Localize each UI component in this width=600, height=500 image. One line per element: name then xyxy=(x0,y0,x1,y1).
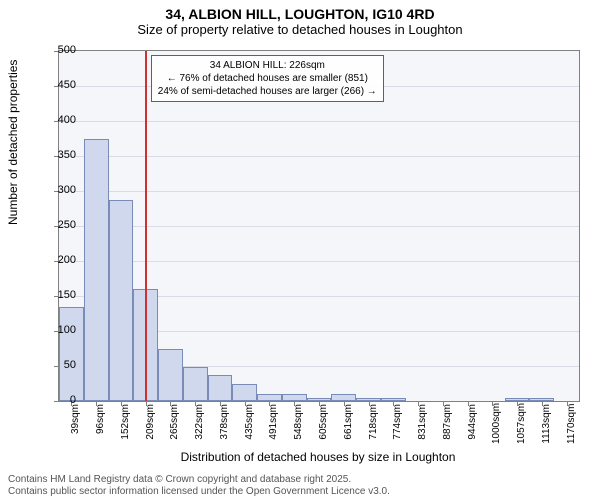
xtick-label: 774sqm xyxy=(392,404,403,444)
ytick-label: 300 xyxy=(46,184,76,196)
histogram-bar xyxy=(356,398,381,401)
xtick-label: 944sqm xyxy=(467,404,478,444)
gridline xyxy=(59,261,579,262)
plot-area: 34 ALBION HILL: 226sqm← 76% of detached … xyxy=(58,50,580,402)
y-axis-label: Number of detached properties xyxy=(6,60,20,225)
property-marker-line xyxy=(145,51,147,401)
histogram-bar xyxy=(208,375,233,401)
xtick-label: 378sqm xyxy=(219,404,230,444)
histogram-bar xyxy=(529,398,554,401)
chart-container: 34, ALBION HILL, LOUGHTON, IG10 4RD Size… xyxy=(0,0,600,500)
histogram-bar xyxy=(158,349,183,402)
annotation-line: ← 76% of detached houses are smaller (85… xyxy=(158,72,377,85)
histogram-bar xyxy=(331,394,356,401)
xtick-label: 435sqm xyxy=(244,404,255,444)
histogram-bar xyxy=(505,398,530,401)
xtick-label: 152sqm xyxy=(120,404,131,444)
gridline xyxy=(59,191,579,192)
annotation-line: 24% of semi-detached houses are larger (… xyxy=(158,85,377,98)
histogram-bar xyxy=(257,394,282,401)
xtick-label: 265sqm xyxy=(169,404,180,444)
histogram-bar xyxy=(59,307,84,402)
ytick-label: 150 xyxy=(46,289,76,301)
annotation-box: 34 ALBION HILL: 226sqm← 76% of detached … xyxy=(151,55,384,102)
xtick-label: 491sqm xyxy=(268,404,279,444)
xtick-label: 1113sqm xyxy=(541,404,552,444)
footer-line-1: Contains HM Land Registry data © Crown c… xyxy=(8,474,390,486)
histogram-bar xyxy=(381,398,406,401)
xtick-label: 548sqm xyxy=(293,404,304,444)
xtick-label: 661sqm xyxy=(343,404,354,444)
ytick-label: 450 xyxy=(46,79,76,91)
footer-line-2: Contains public sector information licen… xyxy=(8,486,390,498)
xtick-label: 322sqm xyxy=(194,404,205,444)
xtick-label: 96sqm xyxy=(95,404,106,444)
footer-text: Contains HM Land Registry data © Crown c… xyxy=(8,474,390,498)
histogram-bar xyxy=(183,367,208,401)
histogram-bar xyxy=(109,200,134,401)
xtick-label: 39sqm xyxy=(70,404,81,444)
xtick-label: 887sqm xyxy=(442,404,453,444)
histogram-bar xyxy=(84,139,109,402)
x-axis-label: Distribution of detached houses by size … xyxy=(58,450,578,464)
xtick-label: 718sqm xyxy=(368,404,379,444)
xtick-label: 605sqm xyxy=(318,404,329,444)
xtick-label: 831sqm xyxy=(417,404,428,444)
histogram-bar xyxy=(282,394,307,401)
annotation-line: 34 ALBION HILL: 226sqm xyxy=(158,59,377,72)
xtick-label: 1170sqm xyxy=(566,404,577,444)
ytick-label: 350 xyxy=(46,149,76,161)
ytick-label: 50 xyxy=(46,359,76,371)
histogram-bar xyxy=(307,398,332,401)
ytick-label: 500 xyxy=(46,44,76,56)
xtick-label: 209sqm xyxy=(145,404,156,444)
gridline xyxy=(59,156,579,157)
gridline xyxy=(59,226,579,227)
ytick-label: 250 xyxy=(46,219,76,231)
xtick-label: 1000sqm xyxy=(491,404,502,444)
page-subtitle: Size of property relative to detached ho… xyxy=(0,22,600,41)
ytick-label: 400 xyxy=(46,114,76,126)
page-title: 34, ALBION HILL, LOUGHTON, IG10 4RD xyxy=(0,0,600,22)
gridline xyxy=(59,121,579,122)
ytick-label: 200 xyxy=(46,254,76,266)
ytick-label: 100 xyxy=(46,324,76,336)
xtick-label: 1057sqm xyxy=(516,404,527,444)
histogram-bar xyxy=(232,384,257,402)
